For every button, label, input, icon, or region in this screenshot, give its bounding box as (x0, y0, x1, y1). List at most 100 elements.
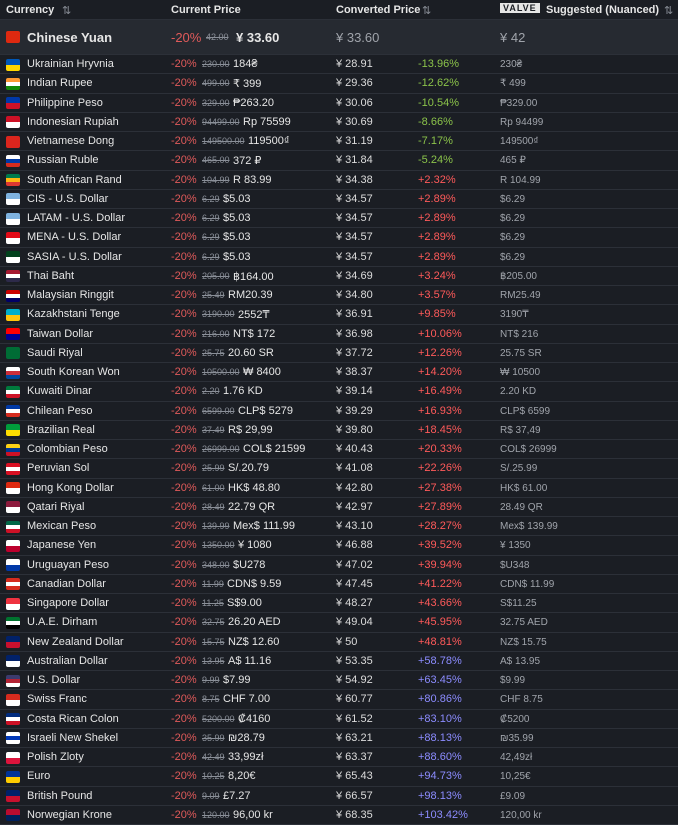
discount: -20% (171, 192, 197, 205)
sort-icon[interactable]: ⇅ (62, 5, 72, 17)
currency-name: Uruguayan Peso (27, 558, 109, 571)
currency-name: Chilean Peso (27, 404, 93, 417)
current-price: £7.27 (223, 789, 251, 802)
current-price: ¥ 33.60 (236, 30, 280, 45)
suggested-price: NT$ 216 (500, 328, 539, 340)
original-price: 11.25 (202, 598, 224, 608)
discount: -20% (171, 770, 197, 783)
currency-name: Israeli New Shekel (27, 731, 119, 744)
price-difference: -12.62% (418, 77, 459, 90)
currency-name: Singapore Dollar (27, 597, 109, 609)
price-difference: +88.60% (418, 751, 462, 763)
discount: -20% (171, 269, 197, 282)
flag (6, 674, 20, 687)
flag (6, 193, 20, 206)
currency-name: Qatari Riyal (27, 500, 85, 513)
currency-row: Polish Zloty -20% 42.49 33,99zł ¥ 63.37 +88.6… (0, 748, 678, 768)
flag (6, 539, 20, 552)
converted-price-header[interactable]: Converted Price (336, 4, 421, 16)
suggested-price: CDN$ 11.99 (500, 578, 555, 590)
currency-row: U.A.E. Dirham -20% 32.75 26.20 AED ¥ 49.04 +4… (0, 613, 678, 633)
original-price: 10500.00 (202, 367, 240, 377)
currency-name: Kazakhstani Tenge (27, 308, 120, 321)
original-price: 25.49 (202, 290, 225, 300)
suggested-price: 28.49 QR (500, 501, 543, 513)
converted-price: ¥ 30.69 (336, 115, 373, 128)
discount: -20% (171, 616, 197, 629)
converted-price: ¥ 43.10 (336, 520, 373, 532)
converted-price: ¥ 30.06 (336, 96, 373, 109)
price-difference: +39.94% (418, 558, 462, 571)
currency-row: South African Rand -20% 104.99 R 83.99 ¥ 34.… (0, 171, 678, 190)
original-price: 120.00 (202, 809, 230, 820)
suggested-price: ₡5200 (500, 713, 530, 725)
converted-price: ¥ 34.69 (336, 269, 373, 282)
original-price: 465.00 (202, 155, 230, 166)
converted-price: ¥ 34.38 (336, 173, 373, 186)
suggested-price: ¥ 42 (500, 30, 526, 45)
converted-price: ¥ 39.29 (336, 404, 373, 417)
suggested-header[interactable]: Suggested (Nuanced) (546, 4, 660, 16)
suggested-price: $6.29 (500, 232, 526, 244)
price-difference: -7.17% (418, 135, 453, 147)
converted-price: ¥ 39.80 (336, 423, 373, 436)
suggested-price: 42,49zł (500, 752, 533, 763)
current-price: $7.99 (223, 674, 251, 686)
currency-row: Brazilian Real -20% 37.49 R$ 29,99 ¥ 39.80 +1… (0, 421, 678, 440)
sort-icon[interactable]: ⇅ (664, 5, 674, 17)
current-price: 22.79 QR (228, 500, 276, 513)
suggested-price: Mex$ 139.99 (500, 521, 558, 532)
converted-price: ¥ 66.57 (336, 789, 373, 802)
discount: -20% (171, 520, 197, 532)
converted-price: ¥ 46.88 (336, 539, 373, 552)
original-price: 8.75 (202, 694, 220, 705)
currency-name: Malaysian Ringgit (27, 289, 114, 301)
flag (6, 97, 20, 109)
currency-row: Hong Kong Dollar -20% 61.00 HK$ 48.80 ¥ 42.8… (0, 479, 678, 498)
discount: -20% (171, 423, 197, 436)
current-price: 26.20 AED (228, 616, 281, 629)
converted-price: ¥ 47.02 (336, 558, 373, 571)
flag (6, 77, 20, 90)
original-price: 10.25 (202, 771, 225, 782)
price-difference: -13.96% (418, 58, 459, 70)
price-difference: +10.06% (418, 327, 462, 340)
currency-header[interactable]: Currency (6, 4, 55, 16)
flag (6, 308, 20, 321)
currency-name: Russian Ruble (27, 154, 99, 167)
suggested-price: A$ 13.95 (500, 655, 541, 667)
converted-price: ¥ 36.91 (336, 308, 373, 321)
discount: -20% (171, 558, 197, 571)
currency-name: Chinese Yuan (27, 30, 113, 45)
discount: -20% (171, 635, 197, 648)
original-price: 6.29 (202, 193, 220, 204)
original-price: 94499.00 (202, 116, 240, 127)
base-row: Chinese Yuan -20% 42.00 ¥ 33.60 ¥ 33.60 … (0, 20, 678, 55)
original-price: 9.99 (202, 675, 220, 685)
suggested-price: 2.20 KD (500, 386, 537, 398)
price-difference: +88.13% (418, 731, 462, 744)
converted-price: ¥ 31.19 (336, 135, 373, 147)
currency-row: Ukrainian Hryvnia -20% 230.00 184₴ ¥ 28.91 -1… (0, 55, 678, 75)
currency-row: Colombian Peso -20% 26999.00 COL$ 21599 ¥ 40… (0, 440, 678, 460)
current-price: ¥ 1080 (238, 539, 272, 552)
currency-row: SASIA - U.S. Dollar -20% 6.29 $5.03 ¥ 34.57 +… (0, 248, 678, 267)
currency-row: Euro -20% 10.25 8,20€ ¥ 65.43 +94.73% 10,25€ (0, 767, 678, 787)
price-difference: +18.45% (418, 423, 462, 436)
converted-price: ¥ 47.45 (336, 577, 373, 590)
currency-row: Swiss Franc -20% 8.75 CHF 7.00 ¥ 60.77 +80.86… (0, 690, 678, 710)
current-price: S/.20.79 (228, 462, 269, 475)
original-price: 205.00 (202, 270, 230, 281)
currency-row: Australian Dollar -20% 13.95 A$ 11.16 ¥ 53.3… (0, 652, 678, 671)
current-price: CLP$ 5279 (238, 404, 294, 417)
price-difference: +2.89% (418, 192, 456, 205)
sort-icon[interactable]: ⇅ (422, 5, 432, 17)
flag (6, 655, 20, 668)
currency-row: Philippine Peso -20% 329.00 ₱263.20 ¥ 30.06 -… (0, 94, 678, 113)
flag (6, 31, 20, 43)
currency-name: MENA - U.S. Dollar (27, 231, 122, 244)
currency-row: Thai Baht -20% 205.00 ฿164.00 ¥ 34.69 +3.24% ฿… (0, 267, 678, 286)
flag (6, 116, 20, 129)
converted-price: ¥ 29.36 (336, 77, 373, 90)
converted-price: ¥ 36.98 (336, 327, 373, 340)
